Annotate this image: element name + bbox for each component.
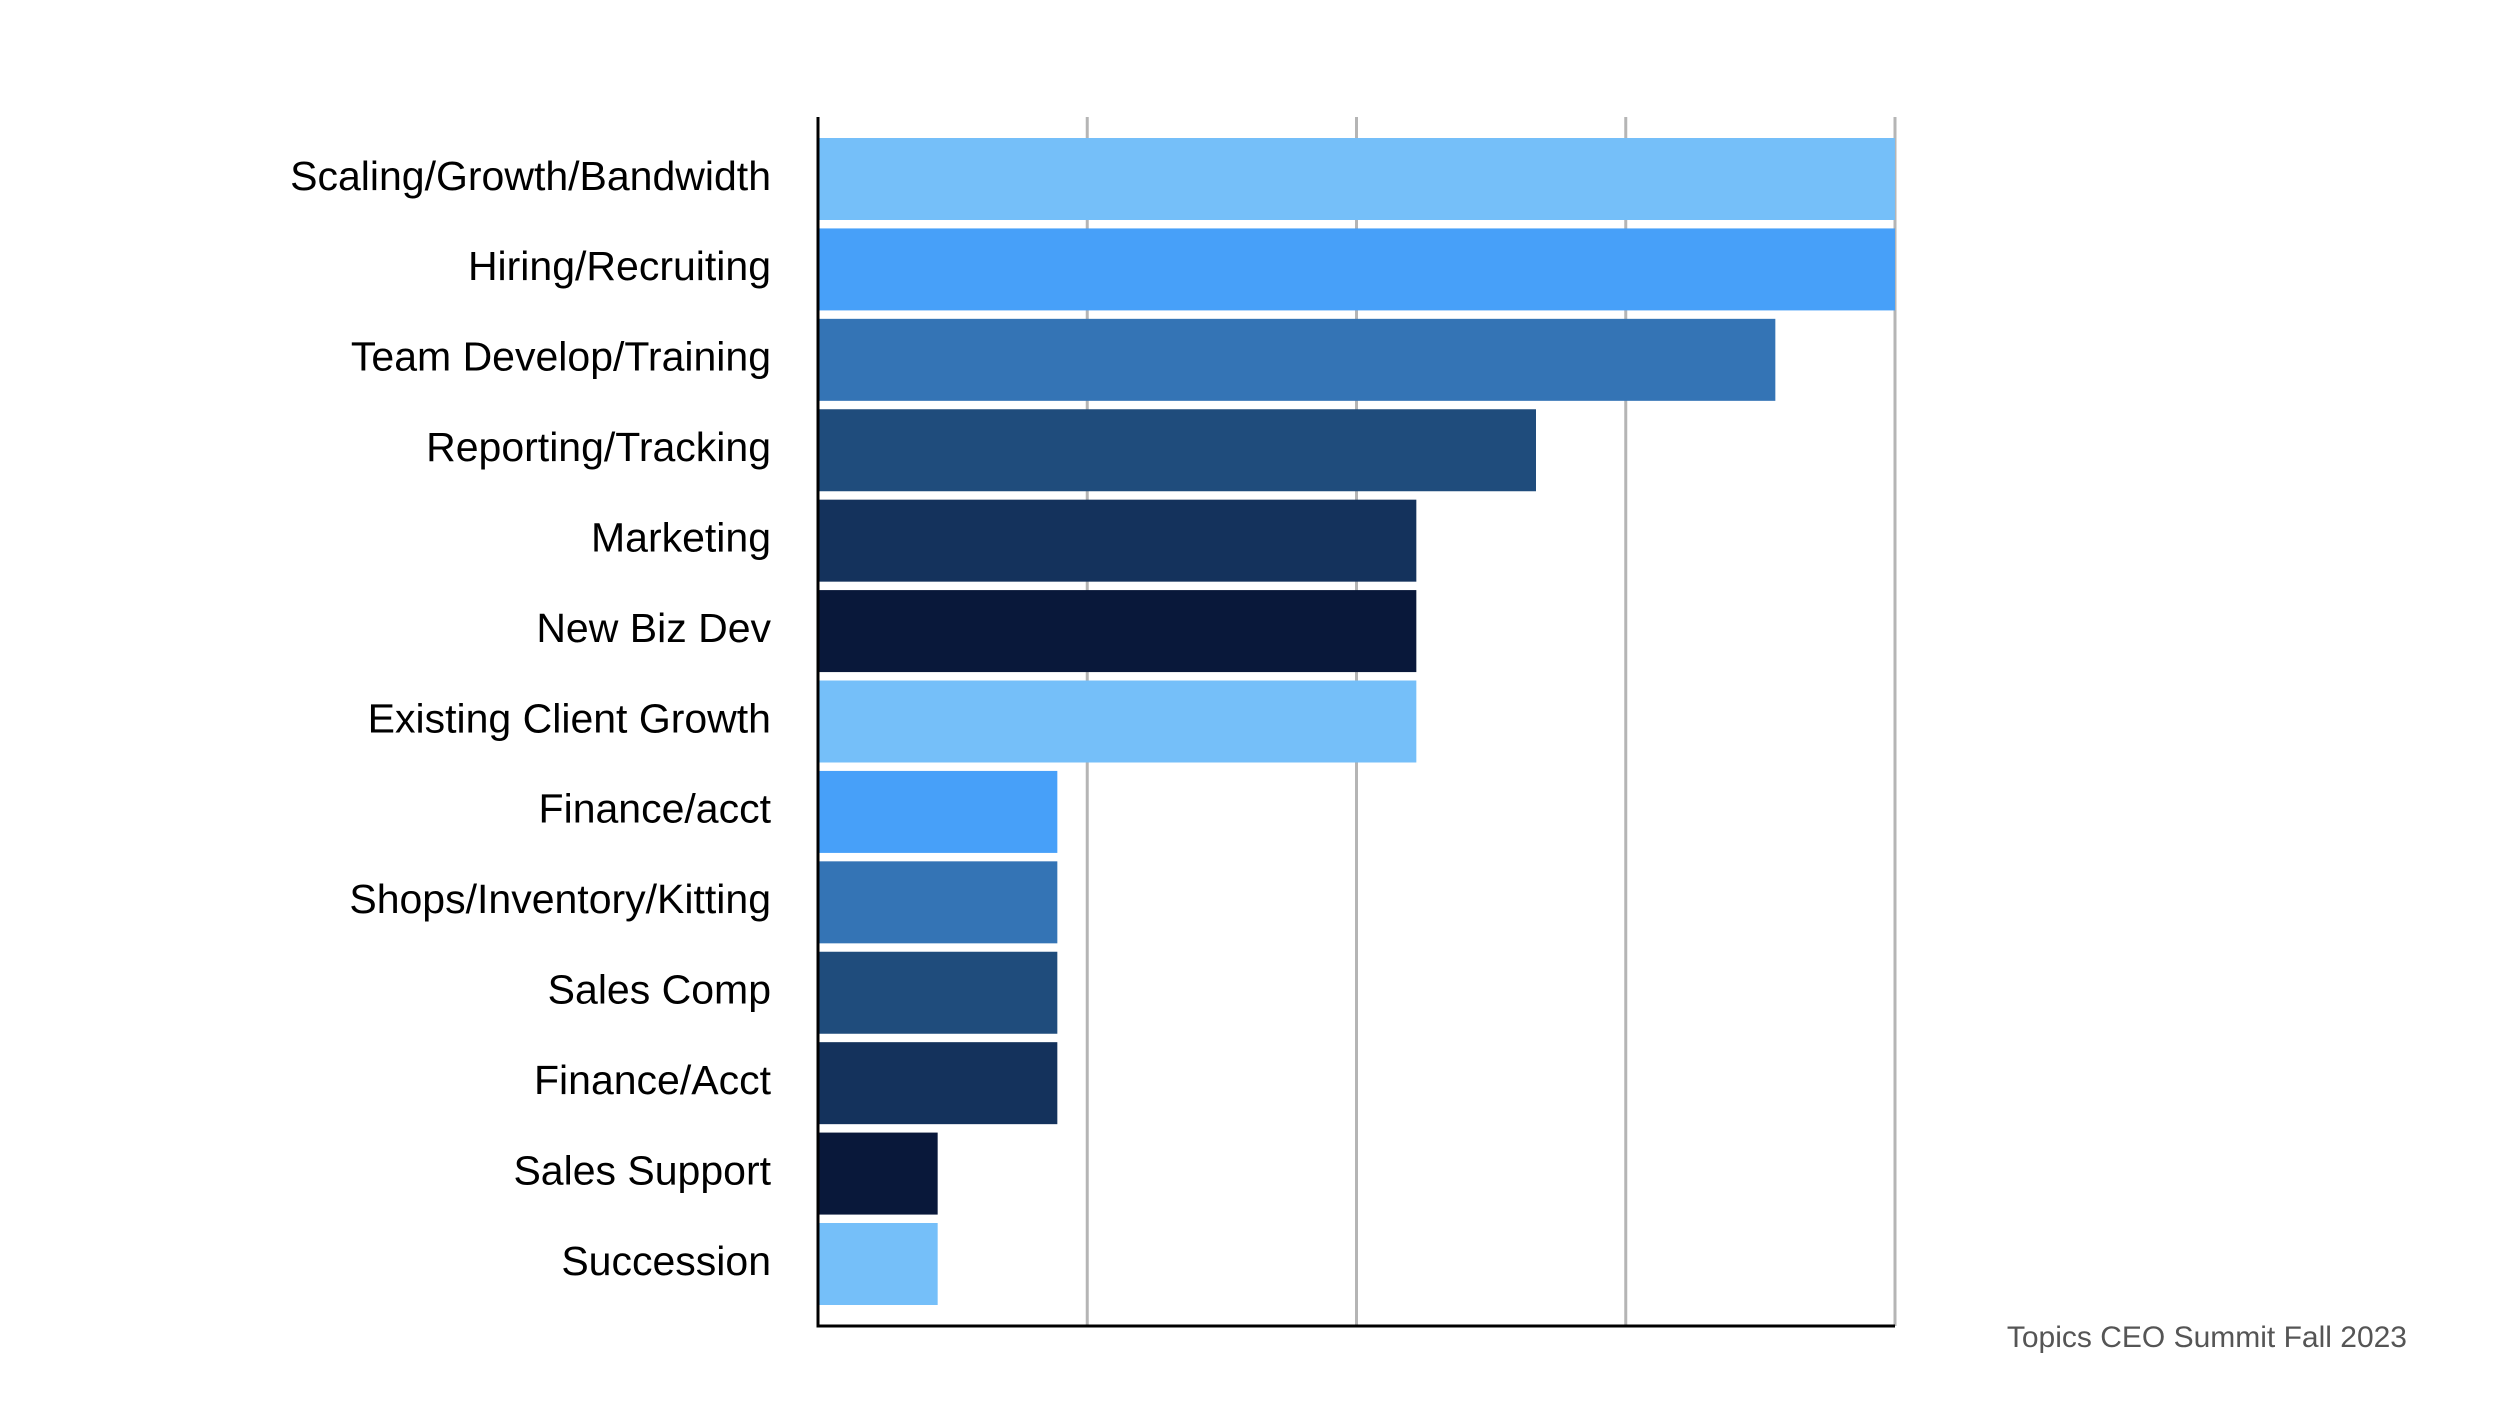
bar (818, 1042, 1058, 1125)
bar (818, 861, 1058, 944)
bar (818, 951, 1058, 1034)
bar (818, 409, 1536, 492)
y-tick-label: Scaling/Growth/Bandwidth (290, 153, 771, 199)
bar (818, 228, 1895, 311)
y-tick-label: Finance/acct (539, 786, 772, 832)
bar (818, 680, 1417, 763)
y-tick-label: Marketing (591, 514, 771, 560)
y-tick-label: Existing Client Growth (368, 695, 771, 741)
y-tick-label: Hiring/Recruiting (468, 243, 771, 289)
y-tick-label: Sales Comp (548, 967, 771, 1013)
y-tick-label: Reporting/Tracking (426, 424, 771, 470)
bar (818, 590, 1417, 673)
y-tick-label: Team Develop/Training (351, 334, 771, 380)
bar (818, 318, 1776, 401)
bar (818, 1132, 938, 1215)
bar (818, 770, 1058, 853)
y-tick-label: New Biz Dev (536, 605, 771, 651)
y-tick-label: Succession (561, 1238, 771, 1284)
bar (818, 499, 1417, 582)
bar (818, 1223, 938, 1305)
bar (818, 138, 1895, 220)
y-tick-label: Shops/Inventory/Kitting (349, 876, 771, 922)
y-tick-label: Sales Support (513, 1147, 771, 1193)
annotation: Topics CEO Summit Fall 2023 (2007, 1321, 2407, 1354)
y-tick-label: Finance/Acct (534, 1057, 772, 1103)
